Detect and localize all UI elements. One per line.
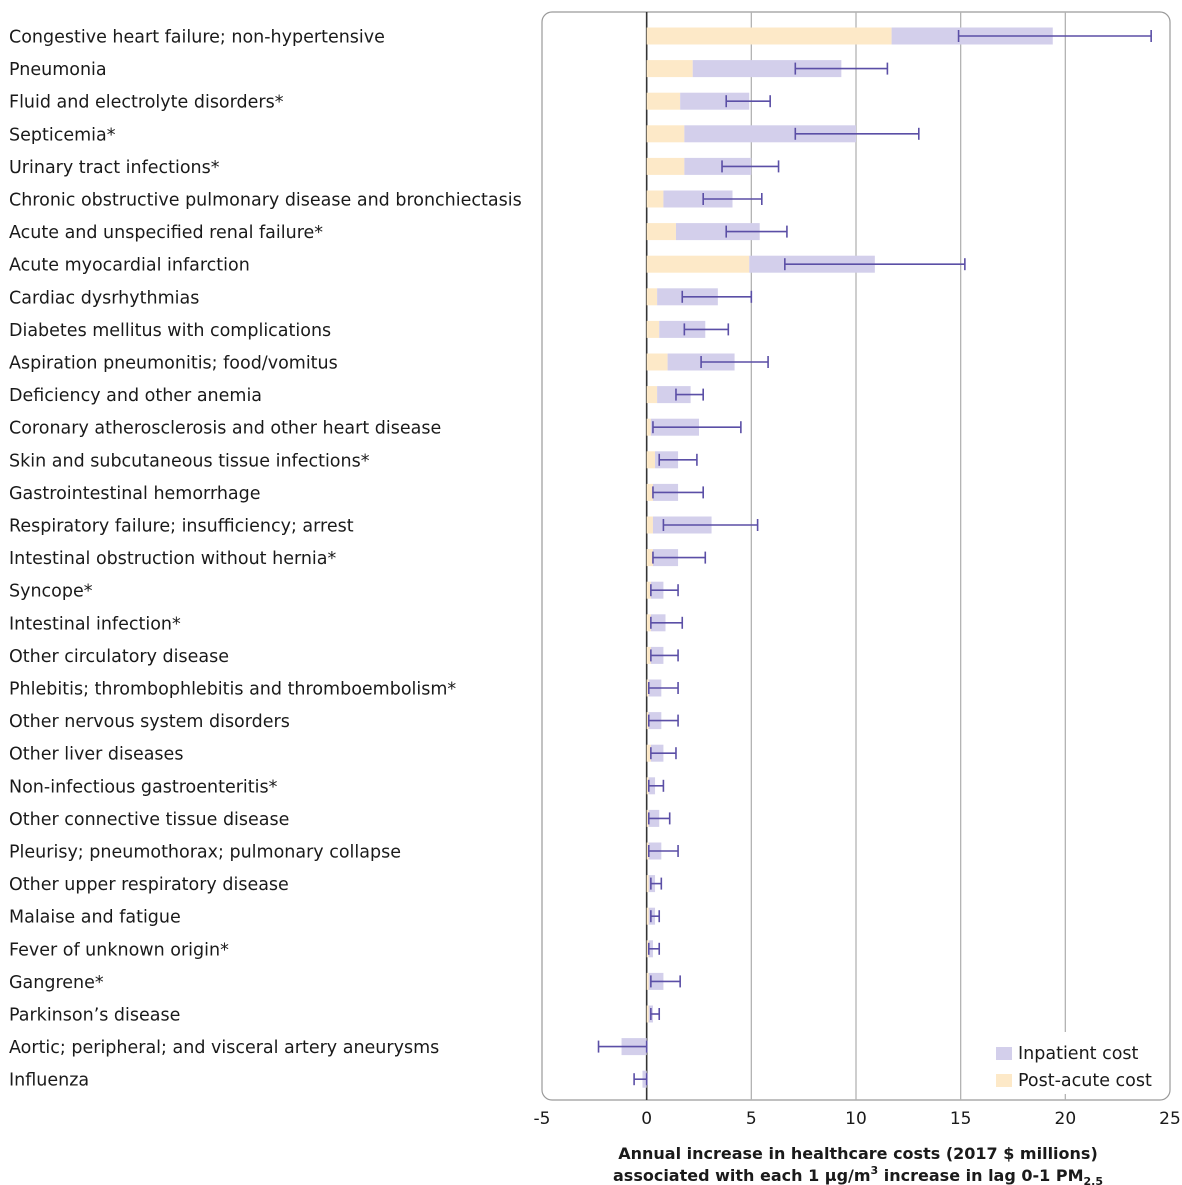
bar-post-acute <box>646 320 660 338</box>
category-label: Intestinal obstruction without hernia* <box>9 549 337 569</box>
bar-post-acute <box>646 907 649 925</box>
bar-post-acute <box>646 288 658 306</box>
bar-inpatient <box>675 223 760 241</box>
category-label: Malaise and fatigue <box>9 908 181 928</box>
bar-post-acute <box>646 223 676 241</box>
bar-post-acute <box>646 1005 649 1023</box>
bar-inpatient <box>684 157 752 175</box>
category-label: Skin and subcutaneous tissue infections* <box>9 451 370 471</box>
bar-post-acute <box>646 744 651 762</box>
bar-post-acute <box>646 549 653 567</box>
bar-post-acute <box>646 679 649 697</box>
bar-post-acute <box>646 353 668 371</box>
x-axis-label-superscript: 3 <box>871 1164 879 1177</box>
category-label: Non-infectious gastroenteritis* <box>9 777 278 797</box>
category-label: Cardiac dysrhythmias <box>9 288 199 308</box>
bar-post-acute <box>646 516 653 534</box>
bar-post-acute <box>646 842 649 860</box>
category-label: Intestinal infection* <box>9 614 181 634</box>
category-label: Urinary tract infections* <box>9 158 220 178</box>
category-label: Aspiration pneumonitis; food/vomitus <box>9 354 338 374</box>
category-label: Syncope* <box>9 582 93 602</box>
bar-post-acute <box>646 92 681 110</box>
category-label: Other upper respiratory disease <box>9 875 289 895</box>
category-label: Congestive heart failure; non-hypertensi… <box>9 28 385 48</box>
bar-post-acute <box>646 777 649 795</box>
bar-post-acute <box>646 875 649 893</box>
x-tick-label: 20 <box>1055 1109 1077 1129</box>
bar-inpatient <box>657 386 691 404</box>
category-label: Other connective tissue disease <box>9 810 289 830</box>
x-tick-label: -5 <box>534 1109 551 1129</box>
category-label: Other liver diseases <box>9 745 183 765</box>
category-label: Pleurisy; pneumothorax; pulmonary collap… <box>9 843 401 863</box>
category-label: Phlebitis; thrombophlebitis and thromboe… <box>9 680 456 700</box>
bar-post-acute <box>646 581 651 599</box>
category-label: Fluid and electrolyte disorders* <box>9 93 284 113</box>
bar-inpatient <box>684 125 856 143</box>
bar-inpatient <box>680 92 750 110</box>
x-axis-label-part-2: increase in lag 0-1 PM <box>878 1166 1083 1185</box>
bar-inpatient <box>663 190 733 208</box>
x-tick-label: 10 <box>845 1109 867 1129</box>
category-label: Septicemia* <box>9 125 116 145</box>
bar-post-acute <box>646 27 892 45</box>
bar-post-acute <box>646 614 651 632</box>
bar-inpatient <box>659 320 706 338</box>
category-label: Gangrene* <box>9 973 104 993</box>
category-label: Diabetes mellitus with complications <box>9 321 331 341</box>
bar-post-acute <box>646 940 649 958</box>
bar-post-acute <box>646 712 649 730</box>
category-label-layer: Congestive heart failure; non-hypertensi… <box>9 28 522 1091</box>
x-tick-label: 5 <box>746 1109 757 1129</box>
bar-post-acute <box>646 451 656 469</box>
category-label: Influenza <box>9 1071 89 1091</box>
bar-post-acute <box>646 809 649 827</box>
bar-post-acute <box>646 125 685 143</box>
category-label: Acute and unspecified renal failure* <box>9 223 323 243</box>
bar-post-acute <box>646 157 685 175</box>
bar-post-acute <box>646 60 693 78</box>
bar-post-acute <box>646 483 653 501</box>
grid-layer <box>541 11 1171 1101</box>
x-axis-label-line-2: associated with each 1 µg/m3 increase in… <box>613 1164 1103 1185</box>
bar-post-acute <box>646 418 651 436</box>
error-bar-layer <box>597 30 1152 1086</box>
bar-inpatient <box>692 60 842 78</box>
x-tick-label: 25 <box>1159 1109 1181 1129</box>
category-label: Acute myocardial infarction <box>9 256 250 276</box>
bar-post-acute <box>646 646 651 664</box>
bar-post-acute <box>646 190 664 208</box>
bar-layer <box>621 27 1053 1088</box>
category-label: Other circulatory disease <box>9 647 229 667</box>
category-label: Aortic; peripheral; and visceral artery … <box>9 1038 439 1058</box>
x-axis-label-subscript: 2.5 <box>1084 1175 1104 1185</box>
legend-inpatient-label: Inpatient cost <box>1018 1044 1139 1064</box>
category-label: Respiratory failure; insufficiency; arre… <box>9 517 354 537</box>
category-label: Coronary atherosclerosis and other heart… <box>9 419 441 439</box>
category-label: Other nervous system disorders <box>9 712 290 732</box>
bar-post-acute <box>646 386 658 404</box>
category-label: Chronic obstructive pulmonary disease an… <box>9 191 522 211</box>
legend-post-acute-label: Post-acute cost <box>1018 1071 1152 1091</box>
tick-label-layer: -5 0 5 10 15 20 25 <box>534 1109 1181 1129</box>
x-axis-label-line-1: Annual increase in healthcare costs (201… <box>618 1144 1098 1163</box>
legend: Inpatient cost Post-acute cost <box>968 1032 1168 1094</box>
x-axis-label-part-1: associated with each 1 µg/m <box>613 1166 871 1185</box>
category-label: Gastrointestinal hemorrhage <box>9 484 261 504</box>
category-label: Pneumonia <box>9 60 107 80</box>
category-label: Parkinson’s disease <box>9 1006 180 1026</box>
legend-post-acute-swatch <box>996 1074 1012 1087</box>
category-label: Fever of unknown origin* <box>9 940 229 960</box>
legend-inpatient-swatch <box>996 1047 1012 1060</box>
category-label: Deficiency and other anemia <box>9 386 262 406</box>
x-tick-label: 15 <box>950 1109 972 1129</box>
bar-post-acute <box>646 255 750 273</box>
bar-post-acute <box>646 972 649 990</box>
x-tick-label: 0 <box>641 1109 652 1129</box>
